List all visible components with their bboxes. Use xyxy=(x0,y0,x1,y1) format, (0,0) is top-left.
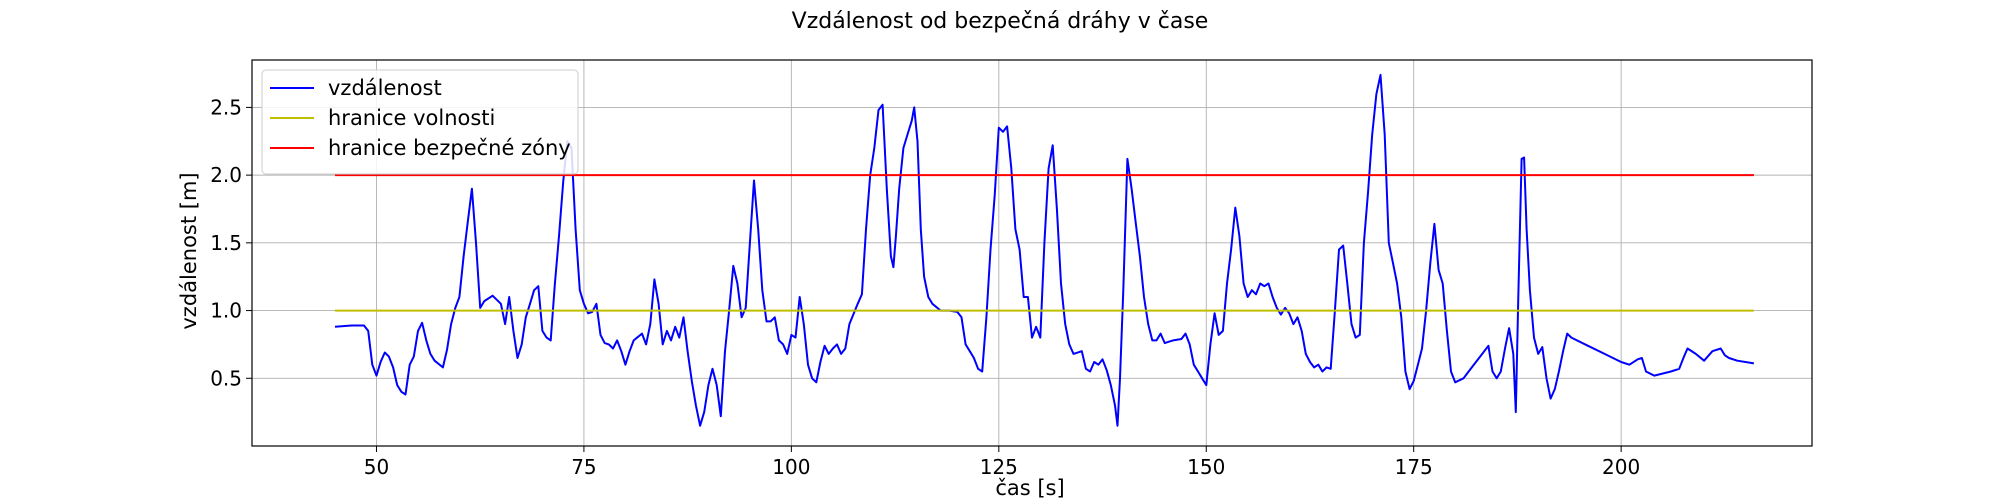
x-tick-label: 150 xyxy=(1187,455,1225,479)
x-axis: 50 75 100 125 150 175 200 xyxy=(364,446,1640,479)
y-tick-label: 1.5 xyxy=(210,231,242,255)
y-axis: 0.5 1.0 1.5 2.0 2.5 xyxy=(210,95,252,390)
plot-frame xyxy=(251,59,1813,447)
legend-label: vzdálenost xyxy=(328,76,442,100)
series-line-1 xyxy=(334,73,1755,427)
chart-title: Vzdálenost od bezpečná dráhy v čase xyxy=(792,9,1209,34)
y-axis-label: vzdálenost [m] xyxy=(177,172,201,329)
legend-label: hranice bezpečné zóny xyxy=(328,136,571,160)
legend-box xyxy=(261,69,579,175)
x-tick-label: 50 xyxy=(364,455,389,479)
x-tick-label: 175 xyxy=(1395,455,1433,479)
x-axis-label: čas [s] xyxy=(995,476,1064,500)
y-tick-label: 2.5 xyxy=(210,95,242,119)
y-tick-label: 1.0 xyxy=(210,299,242,323)
y-tick-label: 2.0 xyxy=(210,163,242,187)
x-tick-label: 75 xyxy=(571,455,596,479)
x-tick-label: 200 xyxy=(1602,455,1640,479)
y-tick-label: 0.5 xyxy=(210,366,242,390)
x-tick-label: 125 xyxy=(980,455,1018,479)
legend-label: hranice volnosti xyxy=(328,106,495,130)
x-tick-label: 100 xyxy=(772,455,810,479)
legend: vzdálenost hranice volnosti hranice bezpeč… xyxy=(261,69,579,175)
series-layer xyxy=(334,73,1755,427)
